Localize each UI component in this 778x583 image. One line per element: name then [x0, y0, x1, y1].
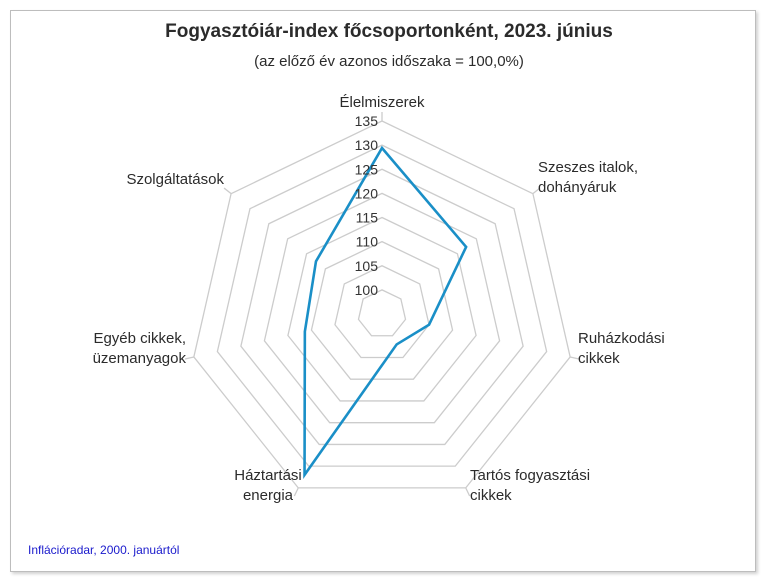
- tick-label: 110: [356, 234, 379, 250]
- grid-ring-105: [334, 265, 430, 359]
- chart-title: Fogyasztóiár-index főcsoportonként, 2023…: [165, 21, 613, 42]
- axis-spoke: [532, 187, 541, 195]
- radial-tick-labels: 100 105 110 115 120 125 130 135: [355, 113, 379, 298]
- category-label: Háztartási energia: [234, 467, 302, 504]
- category-labels: Élelmiszerek Szeszes italok, dohányáruk Ruh…: [93, 94, 665, 504]
- grid-ring-135: [193, 120, 571, 489]
- tick-label: 125: [355, 161, 379, 177]
- series-line: [303, 145, 468, 479]
- axis-spoke: [223, 187, 232, 195]
- category-label: Élelmiszerek: [339, 94, 425, 111]
- grid-ring-130: [216, 144, 548, 467]
- axis-spoke: [184, 356, 194, 360]
- tick-label: 115: [356, 210, 379, 226]
- grid-ring-125: [240, 168, 524, 446]
- grid-ring-110: [310, 240, 454, 380]
- tick-label: 135: [355, 113, 379, 129]
- category-label: Szeszes italok, dohányáruk: [538, 159, 638, 196]
- tick-label: 105: [355, 258, 379, 274]
- category-label: Egyéb cikkek, üzemanyagok: [93, 330, 187, 367]
- tick-label: 130: [355, 137, 379, 153]
- axis-spoke: [570, 356, 580, 360]
- tick-label: 100: [355, 282, 379, 298]
- grid-ring-100: [357, 289, 407, 337]
- radar-grid: [184, 112, 580, 497]
- grid-ring-120: [263, 192, 501, 424]
- category-label: Szolgáltatások: [126, 171, 224, 188]
- category-label: Tartós fogyasztási cikkek: [470, 467, 590, 504]
- chart-subtitle: (az előző év azonos időszaka = 100,0%): [254, 53, 524, 70]
- source-link[interactable]: Inflációradar, 2000. januártól: [28, 543, 180, 557]
- series-layer: [303, 145, 468, 479]
- axis-spoke: [293, 487, 299, 497]
- axis-spoke: [465, 487, 471, 497]
- category-label: Ruházkodási cikkek: [578, 330, 665, 367]
- tick-label: 120: [355, 185, 379, 201]
- grid-ring-115: [287, 216, 477, 402]
